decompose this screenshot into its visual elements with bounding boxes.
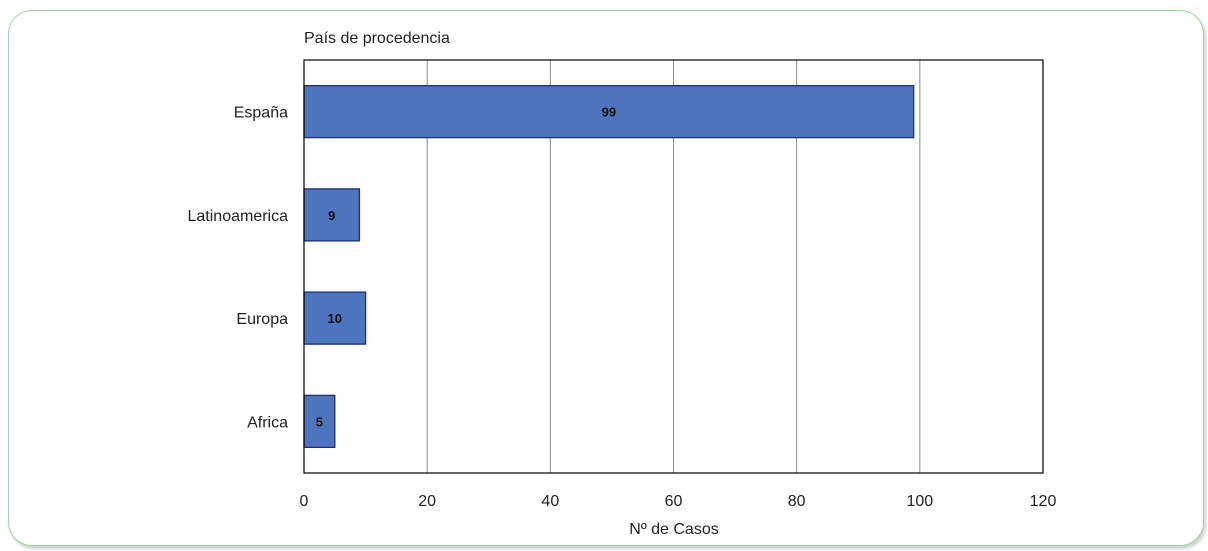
x-tick-label: 100 (906, 493, 933, 510)
category-label: España (234, 105, 288, 122)
x-tick-label: 0 (300, 493, 309, 510)
x-tick-label: 20 (418, 493, 436, 510)
data-label: 10 (328, 311, 342, 326)
category-label: Europa (236, 311, 288, 328)
x-tick-label: 40 (541, 493, 559, 510)
chart-title: País de procedencia (304, 30, 450, 47)
labels: 0 20 40 60 80 100 120 España 99 Latinoamerica 9 Eur… (188, 105, 1057, 510)
bar-latinoamerica (303, 188, 361, 242)
category-label: Africa (247, 414, 288, 431)
bar-africa (303, 394, 336, 449)
x-tick-label: 60 (665, 493, 683, 510)
category-label: Latinoamerica (188, 208, 289, 225)
plot-area (303, 59, 1044, 474)
x-tick-label: 80 (788, 493, 806, 510)
x-tick-label: 120 (1030, 493, 1057, 510)
data-label: 99 (602, 105, 616, 120)
bars (303, 84, 915, 449)
bar-europa (303, 291, 367, 345)
data-label: 5 (316, 414, 323, 429)
x-axis-label: Nº de Casos (629, 521, 718, 538)
data-label: 9 (328, 208, 335, 223)
